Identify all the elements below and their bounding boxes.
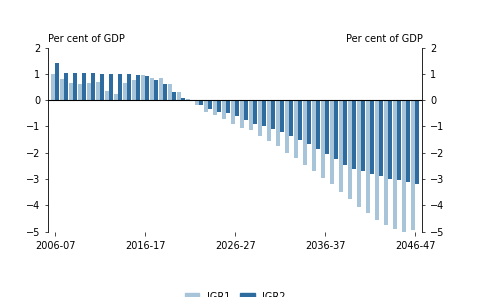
Bar bbox=[150, 78, 154, 100]
Bar bbox=[106, 91, 109, 100]
Bar bbox=[199, 100, 203, 105]
Bar bbox=[123, 83, 127, 100]
Bar bbox=[204, 100, 208, 112]
Bar bbox=[330, 100, 334, 184]
Bar bbox=[352, 100, 356, 168]
Bar bbox=[250, 100, 253, 130]
Bar bbox=[415, 100, 419, 184]
Bar bbox=[132, 80, 136, 100]
Bar bbox=[289, 100, 293, 136]
Bar bbox=[348, 100, 352, 199]
Legend: IGR1, IGR2: IGR1, IGR2 bbox=[180, 288, 290, 297]
Bar bbox=[397, 100, 401, 180]
Bar bbox=[222, 100, 226, 119]
Bar bbox=[343, 100, 347, 165]
Bar bbox=[70, 83, 73, 100]
Bar bbox=[55, 63, 59, 100]
Bar bbox=[316, 100, 320, 149]
Bar bbox=[159, 78, 163, 100]
Bar bbox=[142, 75, 145, 100]
Bar bbox=[91, 72, 95, 100]
Bar bbox=[303, 100, 307, 165]
Bar bbox=[366, 100, 370, 213]
Bar bbox=[276, 100, 280, 146]
Bar bbox=[136, 75, 140, 100]
Bar bbox=[325, 100, 329, 154]
Bar bbox=[64, 72, 68, 100]
Bar bbox=[411, 100, 415, 230]
Bar bbox=[361, 100, 365, 171]
Bar bbox=[339, 100, 343, 192]
Bar bbox=[294, 100, 298, 158]
Bar bbox=[118, 74, 122, 100]
Bar bbox=[388, 100, 392, 179]
Bar bbox=[379, 100, 383, 176]
Bar bbox=[60, 79, 64, 100]
Bar bbox=[358, 100, 361, 207]
Text: Per cent of GDP: Per cent of GDP bbox=[48, 34, 125, 44]
Bar bbox=[267, 100, 271, 141]
Bar bbox=[244, 100, 248, 120]
Bar bbox=[312, 100, 316, 171]
Bar bbox=[214, 100, 217, 115]
Bar bbox=[114, 94, 118, 100]
Bar bbox=[384, 100, 388, 225]
Bar bbox=[172, 92, 176, 100]
Bar bbox=[100, 74, 104, 100]
Bar bbox=[253, 100, 257, 124]
Bar bbox=[78, 84, 82, 100]
Bar bbox=[51, 74, 55, 100]
Bar bbox=[127, 74, 131, 100]
Bar bbox=[307, 100, 311, 143]
Bar bbox=[258, 100, 262, 136]
Bar bbox=[375, 100, 379, 220]
Bar bbox=[402, 100, 406, 232]
Bar bbox=[186, 99, 190, 100]
Bar bbox=[96, 82, 100, 100]
Bar bbox=[280, 100, 284, 132]
Bar bbox=[109, 74, 113, 100]
Bar bbox=[87, 83, 91, 100]
Bar bbox=[231, 100, 235, 124]
Bar bbox=[240, 100, 244, 128]
Bar bbox=[406, 100, 410, 182]
Bar bbox=[394, 100, 397, 229]
Bar bbox=[163, 84, 167, 100]
Bar bbox=[178, 92, 181, 100]
Bar bbox=[322, 100, 325, 178]
Bar bbox=[154, 80, 158, 100]
Bar bbox=[73, 72, 77, 100]
Text: Per cent of GDP: Per cent of GDP bbox=[346, 34, 422, 44]
Bar bbox=[298, 100, 302, 140]
Bar bbox=[271, 100, 275, 129]
Bar bbox=[370, 100, 374, 174]
Bar bbox=[217, 100, 221, 112]
Bar bbox=[262, 100, 266, 127]
Bar bbox=[82, 72, 86, 100]
Bar bbox=[190, 100, 194, 102]
Bar bbox=[235, 100, 239, 116]
Bar bbox=[208, 100, 212, 109]
Bar bbox=[334, 100, 338, 159]
Bar bbox=[145, 76, 149, 100]
Bar bbox=[195, 100, 199, 105]
Bar bbox=[181, 97, 185, 100]
Bar bbox=[226, 100, 230, 113]
Bar bbox=[168, 84, 172, 100]
Bar bbox=[286, 100, 289, 153]
